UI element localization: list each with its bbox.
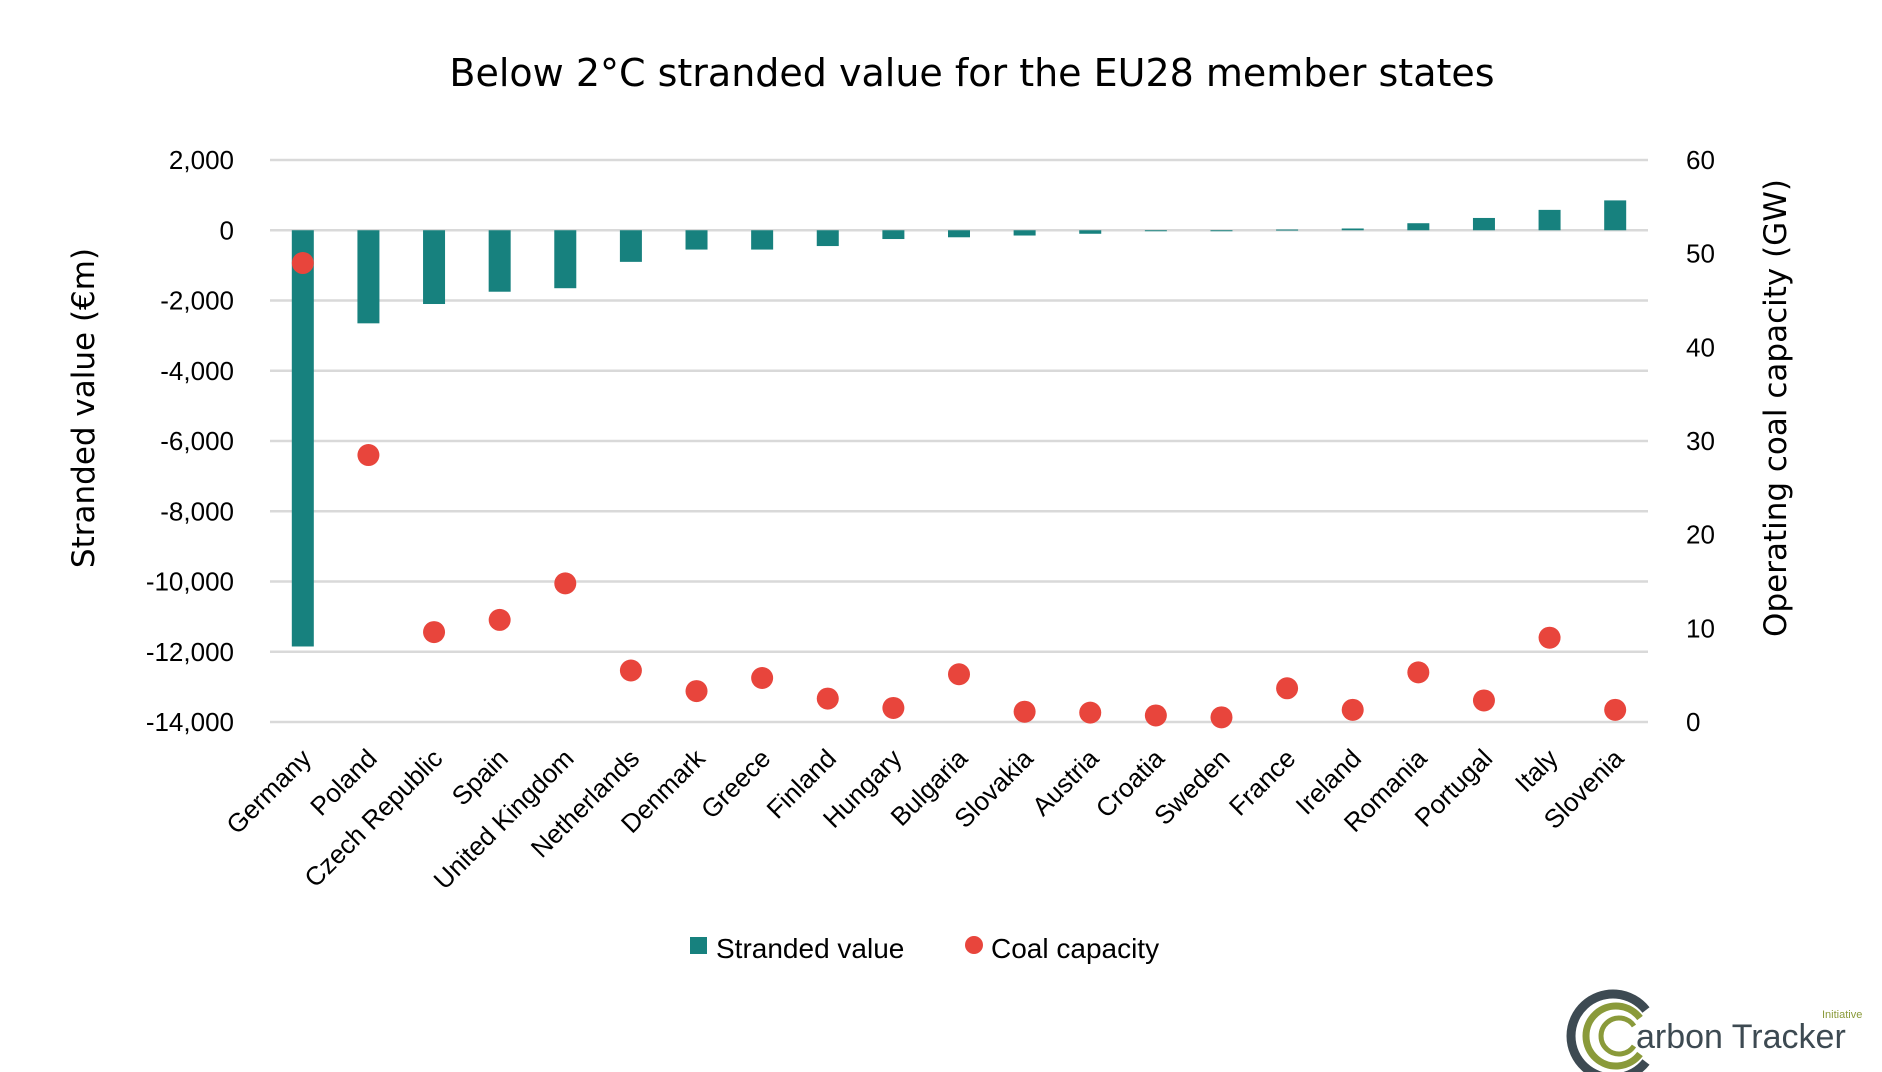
- point-netherlands: [619, 659, 642, 682]
- stranded-value-bars: [291, 200, 1627, 647]
- legend-label-coal-capacity: Coal capacity: [991, 933, 1159, 964]
- legend-swatch-stranded-value: [690, 937, 707, 954]
- bar-bulgaria: [948, 230, 970, 238]
- bar-austria: [1079, 230, 1102, 234]
- bar-denmark: [685, 230, 708, 250]
- bar-czech-republic: [423, 230, 446, 305]
- right-axis-title: Operating coal capacity (GW): [1758, 179, 1794, 637]
- point-united-kingdom: [554, 572, 577, 595]
- category-label: Italy: [1509, 743, 1564, 798]
- point-germany: [291, 252, 314, 275]
- logo-c-mid-icon: [1582, 1002, 1643, 1070]
- left-axis-tick-label: -14,000: [146, 707, 234, 737]
- right-axis-ticks: 60 50 40 30 20 10 0: [1686, 145, 1715, 737]
- point-slovakia: [1013, 700, 1036, 723]
- bar-portugal: [1472, 217, 1495, 231]
- point-finland: [816, 687, 839, 710]
- bar-slovenia: [1604, 200, 1627, 231]
- point-austria: [1079, 701, 1102, 724]
- right-axis-tick-label: 40: [1686, 332, 1715, 362]
- carbon-tracker-logo: arbon Tracker Initiative: [1566, 989, 1862, 1072]
- point-ireland: [1341, 698, 1364, 721]
- coal-capacity-points: [291, 252, 1627, 729]
- logo-c-outer-icon: [1566, 989, 1650, 1072]
- point-bulgaria: [948, 663, 970, 686]
- legend-swatch-coal-capacity: [965, 936, 983, 954]
- left-axis-tick-label: -10,000: [146, 567, 234, 597]
- left-axis-tick-label: 2,000: [169, 145, 234, 175]
- point-croatia: [1144, 704, 1167, 727]
- bar-ireland: [1341, 228, 1364, 231]
- point-spain: [488, 608, 511, 631]
- point-poland: [357, 444, 380, 467]
- bar-united-kingdom: [554, 230, 577, 289]
- right-axis-tick-label: 20: [1686, 520, 1715, 550]
- right-axis-tick-label: 30: [1686, 426, 1715, 456]
- point-slovenia: [1604, 698, 1627, 721]
- logo-subtext: Initiative: [1822, 1009, 1862, 1021]
- category-label: France: [1223, 743, 1301, 821]
- legend: Stranded value Coal capacity: [690, 933, 1159, 964]
- bar-france: [1276, 229, 1299, 231]
- bar-greece: [751, 230, 774, 250]
- gridlines: [270, 158, 1648, 724]
- left-axis-tick-label: -8,000: [160, 496, 234, 526]
- chart-title: Below 2°C stranded value for the EU28 me…: [449, 51, 1494, 95]
- right-axis-tick-label: 60: [1686, 145, 1715, 175]
- left-axis-ticks: 2,000 0 -2,000 -4,000 -6,000 -8,000 -10,000 -12…: [146, 145, 234, 737]
- point-denmark: [685, 680, 708, 703]
- right-axis-tick-label: 10: [1686, 613, 1715, 643]
- left-axis-tick-label: 0: [220, 215, 234, 245]
- point-sweden: [1210, 706, 1233, 729]
- bar-italy: [1538, 209, 1561, 231]
- bar-hungary: [882, 230, 905, 240]
- point-greece: [751, 666, 774, 689]
- bar-finland: [816, 230, 839, 247]
- point-italy: [1538, 626, 1561, 649]
- bar-germany: [291, 230, 314, 647]
- left-axis-tick-label: -6,000: [160, 426, 234, 456]
- bar-sweden: [1210, 230, 1233, 232]
- point-portugal: [1472, 689, 1495, 712]
- bar-netherlands: [619, 230, 642, 262]
- left-axis-title: Stranded value (€m): [66, 248, 102, 568]
- logo-c-inner-icon: [1598, 1015, 1637, 1057]
- left-axis-tick-label: -4,000: [160, 356, 234, 386]
- bar-romania: [1407, 223, 1430, 231]
- legend-label-stranded-value: Stranded value: [716, 933, 904, 964]
- point-romania: [1407, 661, 1430, 684]
- right-axis-tick-label: 50: [1686, 239, 1715, 269]
- point-czech-republic: [423, 621, 446, 644]
- right-axis-tick-label: 0: [1686, 707, 1700, 737]
- category-label: Germany: [220, 743, 317, 840]
- point-france: [1276, 677, 1299, 700]
- category-label: Greece: [695, 743, 777, 825]
- bar-spain: [488, 230, 511, 292]
- logo-text: arbon Tracker: [1636, 1018, 1846, 1056]
- bar-slovakia: [1013, 230, 1036, 236]
- left-axis-tick-label: -12,000: [146, 637, 234, 667]
- point-hungary: [882, 696, 905, 719]
- category-label: Austria: [1026, 743, 1105, 822]
- bar-croatia: [1144, 230, 1167, 232]
- bar-poland: [357, 230, 380, 324]
- left-axis-tick-label: -2,000: [160, 286, 234, 316]
